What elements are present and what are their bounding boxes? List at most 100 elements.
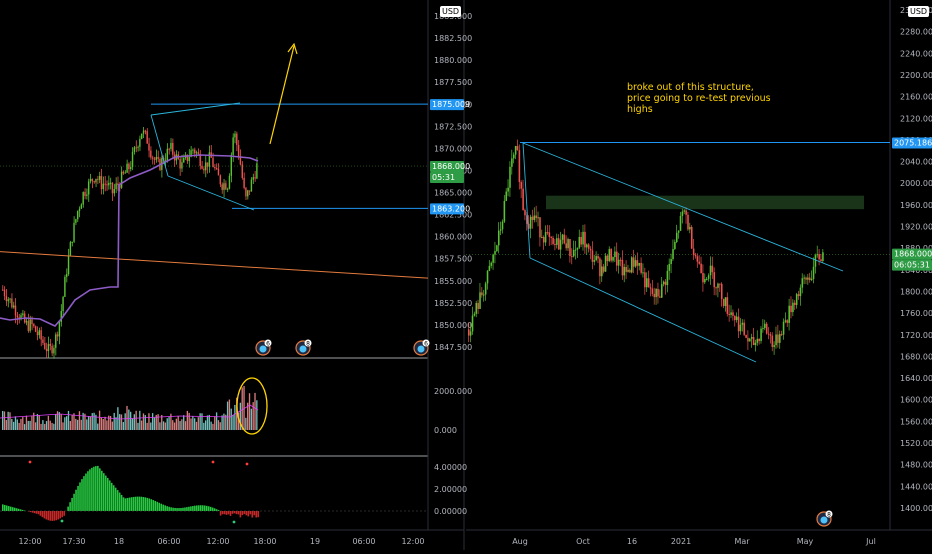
right-currency-label[interactable]: USD (908, 6, 930, 17)
event-badge[interactable]: 6 (255, 339, 272, 356)
candle-body (608, 249, 611, 262)
candle-body (247, 190, 249, 197)
candle-body (475, 303, 478, 314)
candle-body (777, 334, 779, 343)
volume-bar (55, 414, 57, 430)
right-last-tag-text: 1868.000 (894, 250, 932, 259)
candle-body (617, 259, 620, 266)
right-level-tag-box (892, 137, 932, 149)
left-price-axis[interactable]: 1885.0001882.5001880.0001877.5001875.000… (430, 12, 472, 516)
candle-body (34, 326, 37, 332)
candle-body (582, 231, 584, 245)
volume-bar (12, 421, 15, 430)
volume-bar (5, 420, 7, 430)
left-price-tick: 1847.500 (434, 343, 472, 352)
oscillator-bar (95, 466, 97, 511)
event-badge[interactable]: 6 (413, 339, 430, 356)
volume-bar (56, 411, 59, 430)
volume-bar (115, 417, 117, 430)
candle-body (548, 232, 551, 237)
oscillator-bar (235, 511, 238, 515)
oscillator-bar (3, 504, 6, 511)
candle-body (56, 334, 59, 337)
right-price-tick: 1560.000 (900, 417, 932, 426)
oscillator-bar (69, 502, 71, 511)
left-time-tick: 19 (310, 537, 320, 546)
candle-body (552, 237, 554, 244)
oscillator-bar (116, 490, 119, 511)
volume-bar (148, 413, 150, 430)
oscillator-bar (41, 511, 44, 518)
candle-body (60, 311, 62, 322)
candle-body (109, 182, 112, 184)
left-volume-tick: 0.000 (434, 426, 457, 435)
candle-body (675, 232, 678, 243)
right-price-tick: 2280.000 (900, 28, 932, 37)
volume-bar (91, 413, 93, 430)
left-currency-label[interactable]: USD (440, 6, 462, 17)
oscillator-bar (19, 509, 22, 511)
left-time-tick: 18:00 (253, 537, 276, 546)
volume-bar (23, 424, 26, 430)
candle-body (67, 255, 70, 275)
volume-bar (98, 410, 101, 430)
volume-bar (195, 421, 198, 430)
oscillator-bar (146, 497, 149, 511)
right-time-axis[interactable]: Aug Oct 16 2021 Mar May Jul (512, 537, 876, 546)
candle-body (574, 249, 577, 251)
candle-body (647, 278, 650, 288)
left-price-tick: 1880.000 (434, 56, 472, 65)
volume-bar (248, 393, 251, 430)
candle-body (45, 348, 48, 352)
candle-body (80, 204, 83, 209)
candle-body (245, 187, 247, 197)
oscillator-bar (37, 511, 40, 515)
oscillator-bar (27, 511, 30, 512)
candle-body (507, 187, 509, 192)
volume-bar (119, 414, 121, 430)
volume-bar (58, 412, 61, 430)
volume-bar (157, 414, 159, 430)
candle-body (542, 236, 545, 243)
oscillator-bar (13, 507, 16, 511)
oscillator-bar (134, 496, 137, 511)
candle-body (102, 183, 104, 190)
candle-body (737, 316, 740, 332)
event-badge[interactable]: 8 (295, 339, 312, 356)
volume-bar (228, 399, 231, 430)
left-price-tick: 1877.500 (434, 78, 472, 87)
oscillator-bar (211, 507, 214, 511)
volume-bar (76, 419, 79, 430)
right-price-axis[interactable]: 2320.0002280.0002240.0002200.0002160.000… (892, 6, 932, 513)
volume-bar (104, 416, 106, 430)
candle-body (792, 302, 794, 313)
candle-body (557, 238, 560, 250)
candle-body (137, 146, 139, 148)
candle-body (677, 230, 680, 233)
candle-body (217, 168, 220, 176)
oscillator-bar (164, 505, 166, 511)
oscillator-bar (176, 508, 178, 511)
oscillator-bar (132, 496, 135, 511)
candle-body (477, 303, 479, 309)
volume-bar (203, 422, 205, 430)
left-price-tick: 1882.500 (434, 34, 472, 43)
oscillator-bar (174, 507, 176, 511)
event-badges[interactable]: 6 8 6 8 (255, 339, 833, 527)
event-badge[interactable]: 8 (816, 510, 833, 527)
left-time-axis[interactable]: 12:00 17:30 18 06:00 12:00 18:00 19 06:00 12:00 (18, 537, 424, 546)
volume-bar (80, 419, 82, 430)
oscillator-bar (87, 471, 89, 511)
candle-body (2, 289, 4, 291)
candle-body (644, 272, 646, 288)
candle-body (685, 210, 687, 215)
oscillator-bar (59, 511, 62, 519)
volume-bar (226, 401, 229, 430)
candle-body (619, 259, 622, 261)
volume-bar (144, 415, 146, 430)
volume-bar (73, 413, 75, 430)
candle-body (201, 165, 203, 169)
candle-body (518, 150, 521, 182)
